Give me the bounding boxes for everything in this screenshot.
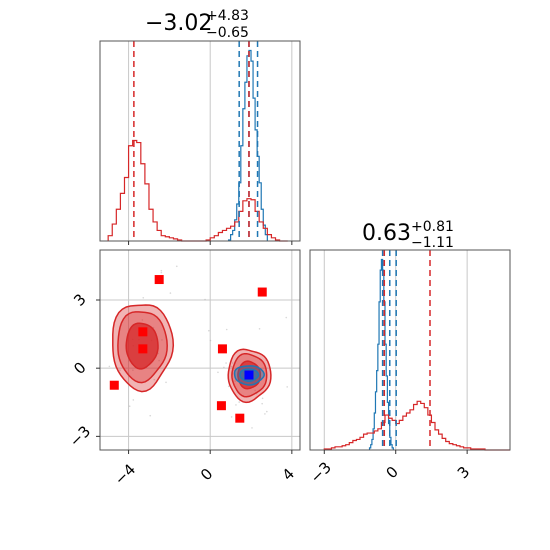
sample-point [149,414,152,417]
blue-square-marker [244,370,254,380]
scatter-2d-panel: −4 0 4 −3 0 3 [66,249,301,489]
y-tick-label: −3 [66,422,94,450]
hist-x-title-value: −3.02 [145,11,212,36]
sample-point [225,362,227,364]
y-tick-label: 0 [70,358,89,377]
hist-y-frame [309,249,511,451]
sample-point [128,360,130,362]
hist-x-blue-series [227,49,268,241]
sample-point [285,316,288,319]
red-square-marker [138,344,148,354]
hist-x-panel: −3.02 +4.83 −0.65 [99,8,301,245]
red-square-marker [109,380,119,390]
hist-x-frame [99,40,301,242]
x-tick-label: 4 [279,465,298,484]
hist-y-panel: −3 0 3 0.63 +0.81 −1.11 [307,219,511,487]
sample-point [251,427,253,429]
red-square-marker [154,275,164,285]
sample-point [225,328,228,331]
red-square-marker [216,401,226,411]
sample-point [132,399,135,401]
red-histogram-line [323,400,510,451]
sample-point [230,416,233,418]
red-square-marker [257,287,267,297]
sample-point [119,369,121,371]
sample-point [153,378,156,381]
x-tick-label: 0 [382,463,401,482]
hist-x-quantile-lines [133,41,259,241]
sample-point [227,385,230,388]
sample-point [209,339,212,342]
red-square-marker [138,327,148,337]
sample-point [204,298,206,301]
sample-point [235,404,237,406]
hist-x-title-plus: +4.83 [206,8,249,24]
hist-x-title-minus: −0.65 [206,25,249,41]
red-square-marker [235,413,245,423]
sample-point [261,402,263,405]
sample-point [108,365,111,368]
sample-point [231,362,234,364]
scatter-frame [99,249,301,451]
sample-point [132,369,134,371]
sample-point [254,389,256,392]
red-square-marker [217,344,227,354]
sample-point [141,319,144,321]
sample-point [238,401,241,403]
sample-point [128,405,131,408]
hist-y-title-plus: +0.81 [411,219,454,235]
x-tick-label: −4 [111,460,139,488]
sample-point [234,380,237,382]
y-tick-label: 3 [70,290,89,309]
sample-point [175,265,178,268]
blue-histogram-line [227,49,268,241]
sample-point [160,271,163,274]
hist-x-ticks [128,241,293,245]
sample-point [160,269,163,272]
x-tick-label: 3 [454,463,473,482]
sample-point [223,366,225,369]
scatter-contours [112,304,272,404]
hist-y-red-series [323,400,510,451]
hist-y-title-minus: −1.11 [411,235,454,251]
sample-point [266,410,268,413]
hist-x-grid [128,41,293,241]
sample-point [208,329,210,332]
sample-point [217,371,219,374]
x-tick-label: −3 [307,458,335,486]
sample-point [165,381,167,384]
hist-y-quantile-lines [381,250,431,450]
hist-y-title-value: 0.63 [362,221,411,246]
sample-point [158,359,160,362]
sample-point [286,386,289,388]
sample-point [258,327,261,330]
sample-point [161,339,163,341]
sample-point [230,365,233,368]
sample-point [169,292,172,294]
x-tick-label: 0 [197,465,216,484]
sample-point [142,296,145,299]
scatter-markers [109,275,267,423]
scatter-grid [100,250,300,450]
sample-point [264,413,266,415]
hist-y-ticks: −3 0 3 [307,450,473,487]
sample-point [261,397,264,400]
